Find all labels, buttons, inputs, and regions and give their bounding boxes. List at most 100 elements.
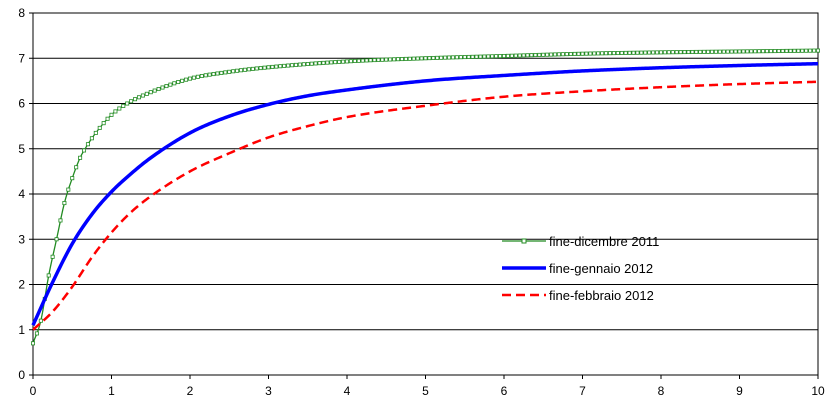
series-marker xyxy=(666,50,671,55)
series-marker xyxy=(313,61,318,66)
series-marker xyxy=(623,50,628,55)
series-marker xyxy=(674,50,679,55)
series-marker xyxy=(800,48,805,53)
series-marker xyxy=(474,54,479,59)
series-marker xyxy=(564,52,569,57)
series-marker xyxy=(46,273,51,278)
series-marker xyxy=(580,51,585,56)
series-marker xyxy=(250,66,255,71)
series-line-2 xyxy=(32,80,819,331)
legend-item-1: fine-gennaio 2012 xyxy=(502,261,653,276)
series-marker xyxy=(278,64,283,69)
series-marker xyxy=(737,49,742,54)
series-marker xyxy=(160,85,165,90)
series-marker xyxy=(407,56,412,61)
series-marker xyxy=(490,54,495,59)
y-tick-label: 0 xyxy=(18,368,25,382)
series-marker xyxy=(360,58,365,63)
series-marker xyxy=(431,55,436,60)
series-marker xyxy=(70,176,75,181)
series-marker xyxy=(376,57,381,62)
series-marker xyxy=(356,58,361,63)
series-marker xyxy=(97,125,102,130)
series-marker xyxy=(494,54,499,59)
series-marker xyxy=(368,58,373,63)
series-layer xyxy=(30,48,821,346)
series-marker xyxy=(651,50,656,55)
x-tick-label: 2 xyxy=(187,384,194,398)
series-marker xyxy=(749,49,754,54)
series-marker xyxy=(309,61,314,66)
y-tick-label: 1 xyxy=(18,323,25,337)
series-marker xyxy=(341,59,346,64)
series-marker xyxy=(541,52,546,57)
legend-label: fine-gennaio 2012 xyxy=(549,261,653,276)
series-marker xyxy=(140,93,145,98)
series-marker xyxy=(517,53,522,58)
legend-label: fine-febbraio 2012 xyxy=(549,288,654,303)
series-marker xyxy=(529,53,534,58)
series-marker xyxy=(706,49,711,54)
legend-label: fine-dicembre 2011 xyxy=(549,234,659,249)
series-marker xyxy=(812,48,817,53)
y-tick-label: 8 xyxy=(18,6,25,20)
series-marker xyxy=(270,64,275,69)
series-marker xyxy=(462,55,467,60)
series-marker xyxy=(615,51,620,56)
series-marker xyxy=(223,70,228,75)
series-marker xyxy=(545,52,550,57)
series-marker xyxy=(607,51,612,56)
series-marker xyxy=(239,68,244,73)
series-marker xyxy=(478,54,483,59)
series-marker xyxy=(816,48,821,53)
series-marker xyxy=(556,52,561,57)
y-tick-label: 6 xyxy=(18,97,25,111)
series-marker xyxy=(454,55,459,60)
series-marker xyxy=(219,70,224,75)
series-marker xyxy=(553,52,558,57)
series-marker xyxy=(788,48,793,53)
series-marker xyxy=(297,62,302,67)
series-marker xyxy=(427,56,432,61)
series-marker xyxy=(254,66,259,71)
series-marker xyxy=(439,55,444,60)
series-marker xyxy=(231,69,236,74)
series-marker xyxy=(392,57,397,62)
series-marker xyxy=(450,55,455,60)
series-marker xyxy=(808,48,813,53)
series-marker xyxy=(568,52,573,57)
series-marker xyxy=(411,56,416,61)
series-marker xyxy=(344,59,349,64)
series-marker xyxy=(772,49,777,54)
x-tick-label: 5 xyxy=(422,384,429,398)
series-marker xyxy=(290,63,295,68)
series-marker xyxy=(54,237,59,242)
x-tick-label: 1 xyxy=(108,384,115,398)
series-marker xyxy=(58,218,63,223)
series-marker xyxy=(388,57,393,62)
series-marker xyxy=(403,56,408,61)
series-marker xyxy=(364,58,369,63)
series-marker xyxy=(30,341,35,346)
series-marker xyxy=(592,51,597,56)
series-marker xyxy=(447,55,452,60)
series-line-1 xyxy=(31,61,819,326)
series-marker xyxy=(148,90,153,95)
series-marker xyxy=(380,57,385,62)
x-tick-label: 6 xyxy=(501,384,508,398)
series-marker xyxy=(396,57,401,62)
series-marker xyxy=(293,62,298,67)
series-marker xyxy=(156,87,161,92)
series-marker xyxy=(482,54,487,59)
series-marker xyxy=(588,51,593,56)
series-marker xyxy=(698,49,703,54)
series-marker xyxy=(121,103,126,108)
y-tick-label: 3 xyxy=(18,232,25,246)
series-marker xyxy=(415,56,420,61)
series-marker xyxy=(549,52,554,57)
series-marker xyxy=(211,72,216,77)
series-marker xyxy=(282,63,287,68)
series-marker xyxy=(796,48,801,53)
series-markers-0 xyxy=(30,48,821,346)
